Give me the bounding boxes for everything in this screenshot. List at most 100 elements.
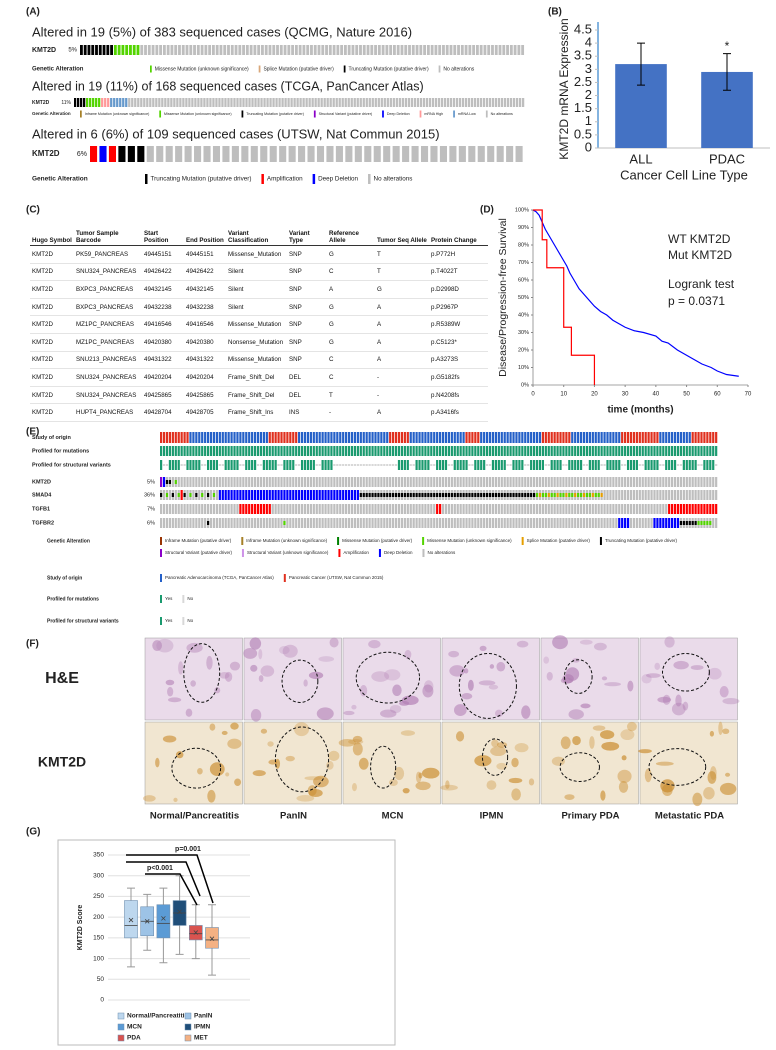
study-cell	[597, 432, 600, 443]
x-tick-label: 40	[653, 392, 660, 398]
study-cell	[503, 432, 506, 443]
study-cell	[165, 432, 169, 443]
oncoprint-cell	[632, 490, 636, 500]
oncoprint-cell	[401, 98, 404, 107]
oncoprint-cell	[585, 518, 589, 528]
tissue-texture	[589, 736, 595, 749]
table-cell: 49432145	[184, 280, 226, 299]
profiled-sv-cell	[665, 460, 668, 470]
oncoprint-cell	[293, 98, 296, 107]
study-cell	[512, 432, 515, 443]
legend-label: Missense Mutation (unknown significance)	[164, 112, 232, 116]
tissue-texture	[260, 728, 268, 734]
profiled-sv-cell	[345, 464, 348, 466]
profiled-cell	[483, 446, 486, 456]
oncoprint-cell	[524, 518, 527, 528]
legend-label: WT KMT2D	[668, 232, 731, 246]
oncoprint-cell	[618, 477, 621, 487]
oncoprint-cell	[568, 518, 571, 528]
study-cell	[577, 432, 580, 443]
study-cell	[556, 432, 559, 443]
mutation-mark	[165, 480, 169, 484]
oncoprint-cell	[281, 98, 284, 107]
oncoprint-cell	[431, 98, 435, 107]
profiled-sv-cell	[201, 464, 204, 466]
oncoprint-cell	[483, 477, 486, 487]
study-cell	[635, 432, 638, 443]
track-label: Profiled for mutations	[32, 448, 89, 454]
profiled-sv-cell	[262, 460, 265, 470]
study-cell	[582, 432, 586, 443]
oncoprint-cell	[209, 98, 212, 107]
profiled-cell	[588, 446, 591, 456]
oncoprint-cell	[350, 518, 354, 528]
oncoprint-cell	[198, 518, 201, 528]
y-tick-label: 1.5	[574, 100, 592, 115]
oncoprint-cell	[668, 518, 671, 528]
study-cell	[256, 432, 260, 443]
oncoprint-cell	[256, 477, 260, 487]
oncoprint-cell	[377, 477, 380, 487]
oncoprint-cell	[292, 490, 295, 500]
oncoprint-cell	[274, 504, 277, 514]
oncoprint-cell	[579, 518, 583, 528]
table-cell: Frame_Shift_Del	[226, 386, 287, 405]
study-cell	[394, 432, 398, 443]
oncoprint-cell	[286, 477, 289, 487]
legend-swatch	[283, 574, 286, 582]
oncoprint-cell	[682, 504, 685, 514]
oncoprint-cell	[403, 477, 406, 487]
oncoprint-cell	[317, 45, 321, 55]
profiled-sv-cell	[647, 460, 650, 470]
profiled-sv-cell	[600, 464, 603, 466]
study-cell	[412, 432, 415, 443]
legend-label: No alterations	[427, 550, 456, 555]
profiled-cell	[700, 446, 703, 456]
oncoprint-cell	[668, 490, 671, 500]
table-cell: KMT2D	[30, 263, 74, 282]
profiled-sv-cell	[450, 464, 453, 466]
oncoprint-cell	[280, 504, 283, 514]
table-cell: G	[327, 333, 375, 352]
y-tick-label: 70%	[518, 260, 529, 266]
alteration-percent: 11%	[61, 100, 71, 106]
oncoprint-cell	[359, 477, 362, 487]
oncoprint-cell	[632, 518, 636, 528]
oncoprint-cell	[615, 504, 618, 514]
table-cell: p.G5182fs	[429, 368, 488, 387]
study-cell	[380, 432, 383, 443]
oncoprint-cell	[373, 146, 381, 162]
oncoprint-cell	[336, 490, 339, 500]
profiled-sv-cell	[553, 460, 556, 470]
mutation-mark	[682, 521, 685, 525]
legend-label: Truncating Mutation (putative driver)	[349, 66, 429, 72]
oncoprint-cell	[588, 518, 591, 528]
tissue-texture	[692, 792, 703, 807]
oncoprint-cell	[682, 477, 685, 487]
oncoprint-cell	[594, 518, 597, 528]
oncoprint-cell	[160, 477, 163, 487]
oncoprint-cell	[251, 504, 254, 514]
oncoprint-cell	[174, 490, 177, 500]
oncoprint-cell	[383, 504, 386, 514]
row-label: H&E	[45, 670, 79, 687]
oncoprint-cell	[541, 504, 544, 514]
tissue-texture	[392, 684, 402, 697]
study-cell	[286, 432, 289, 443]
oncoprint-cell	[524, 504, 527, 514]
column-header: End Position	[184, 221, 226, 246]
legend-label: IPMN	[194, 1024, 211, 1031]
tissue-texture	[657, 696, 672, 703]
oncoprint-cell	[383, 518, 386, 528]
profiled-cell	[230, 446, 233, 456]
study-cell	[459, 432, 462, 443]
tissue-texture	[316, 707, 334, 720]
legend-label: Inframe Mutation (putative driver)	[165, 538, 232, 543]
profiled-cell	[691, 446, 694, 456]
oncoprint-cell	[312, 504, 315, 514]
profiled-cell	[298, 446, 301, 456]
oncoprint-cell	[612, 490, 615, 500]
profiled-cell	[465, 446, 468, 456]
oncoprint-cell	[430, 504, 433, 514]
profiled-sv-cell	[418, 460, 421, 470]
